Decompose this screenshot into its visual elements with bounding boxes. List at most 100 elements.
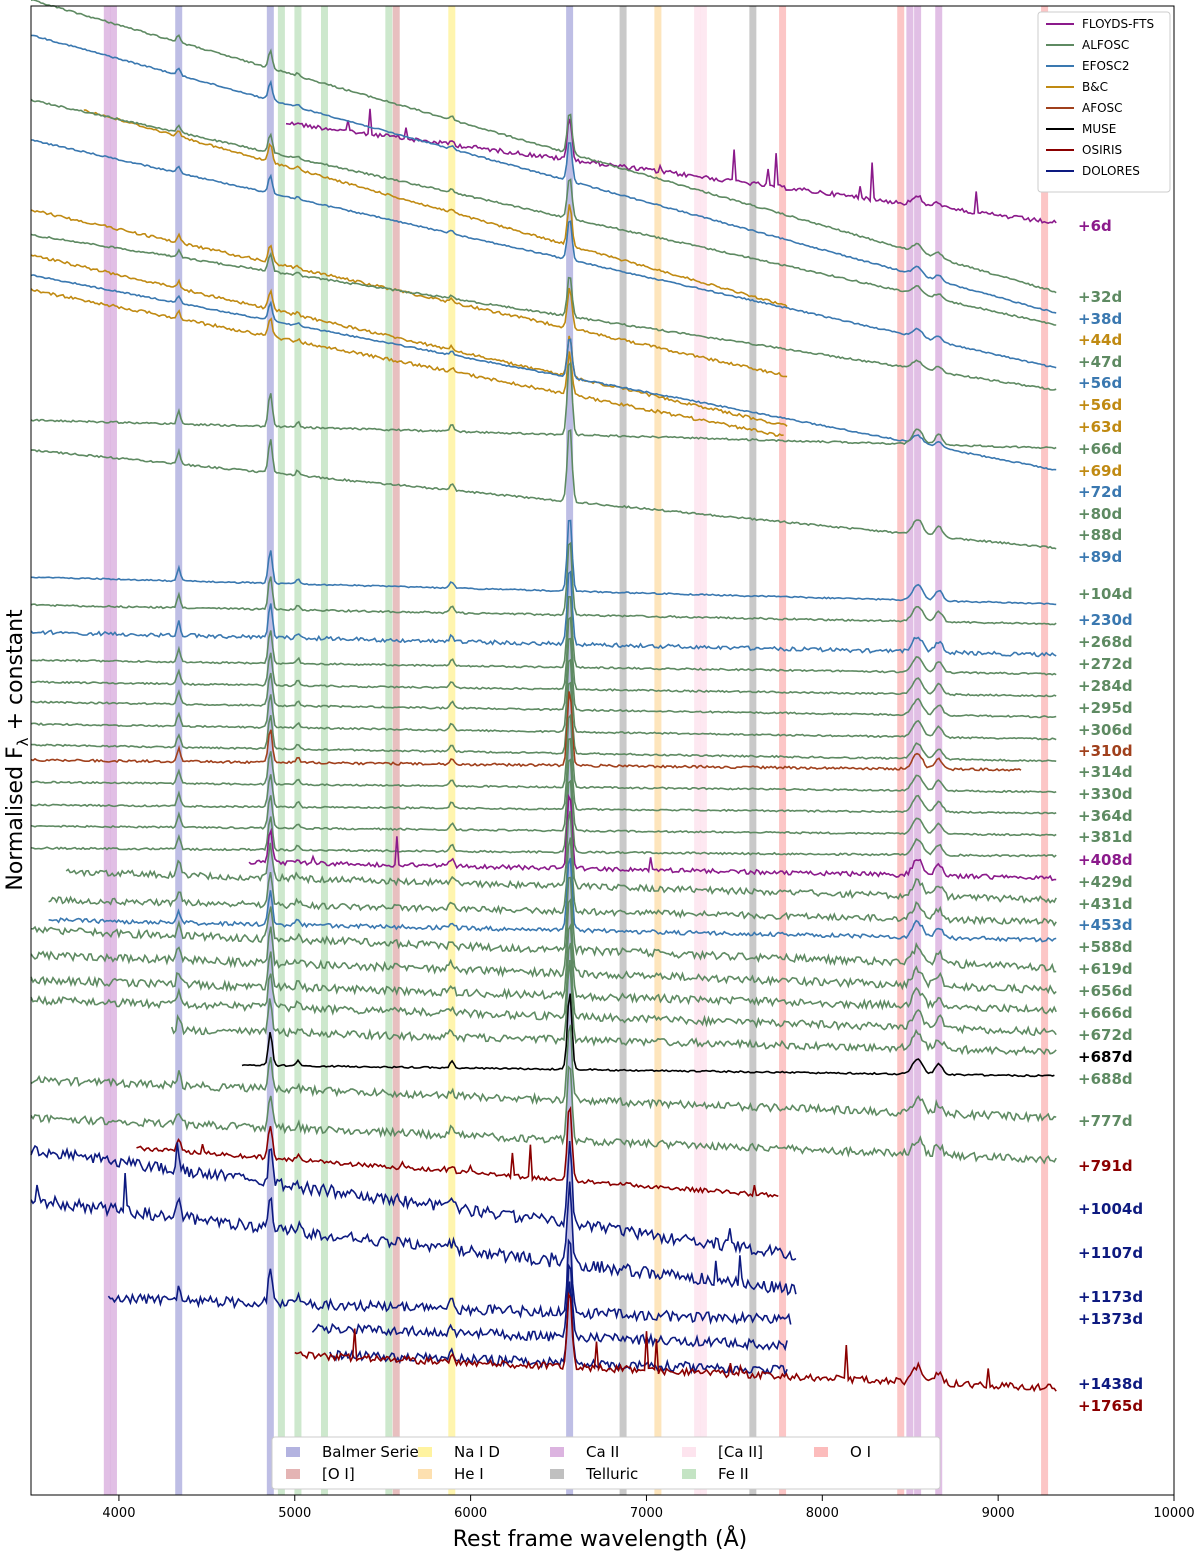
line-band-balmer-series [566,6,574,1495]
spectrum-line [30,1141,797,1261]
epoch-label: +66d [1078,440,1122,458]
spectrum-line [30,541,1057,626]
x-tick-label: 10000 [1153,1506,1194,1521]
spectrum-line [30,691,1022,772]
epoch-label: +453d [1078,916,1133,934]
spectrum-line [107,1238,792,1326]
epoch-label: +56d [1078,374,1122,392]
legend-entry: OSIRIS [1082,143,1122,157]
epoch-label: +330d [1078,785,1133,803]
epoch-label: +688d [1078,1070,1133,1088]
epoch-label: +666d [1078,1004,1133,1022]
line-band-fe-ii [320,6,328,1495]
epoch-label: +284d [1078,677,1133,695]
band-legend-swatch [286,1469,300,1479]
epoch-label: +314d [1078,763,1133,781]
spectrum-line [30,637,1057,719]
line-band-o-i [779,6,787,1495]
y-axis-label-main: Normalised F [3,746,28,890]
epoch-label: +47d [1078,353,1122,371]
band-legend-entry: Ca II [586,1443,619,1461]
line-band-ca-ii [109,6,117,1495]
band-legend-swatch [814,1447,828,1457]
line-band-ca-ii [906,6,914,1495]
epoch-label: +38d [1078,310,1122,328]
legend-entry: B&C [1082,80,1108,94]
spectrum-line [30,1065,1057,1165]
line-band-he-i [654,6,662,1495]
band-legend-swatch [286,1447,300,1457]
spectrum-line [30,254,788,427]
spectrum-line [311,1263,788,1352]
band-legend-entry: O I [850,1443,871,1461]
spectrum-line [30,658,1057,741]
epoch-label: +687d [1078,1048,1133,1066]
line-band-ca-ii [103,6,111,1495]
line-band-ca-ii [914,6,922,1495]
spectrum-line [30,922,1057,1015]
x-axis-label: Rest frame wavelength (Å) [453,1525,748,1552]
epoch-label: +80d [1078,505,1122,523]
epoch-label: +63d [1078,418,1122,436]
epoch-label: +1765d [1078,1397,1143,1415]
spectrum-line [48,857,1057,943]
epoch-label: +56d [1078,396,1122,414]
line-band-na-i-d [448,6,456,1495]
band-legend-entry: Na I D [454,1443,500,1461]
spectrum-line [30,681,1057,763]
y-axis-label: Normalised Fλ + constant [3,609,32,891]
band-legend-entry: Fe II [718,1465,749,1483]
line-band--ca-ii- [699,6,707,1495]
line-band-ca-ii [935,6,943,1495]
epoch-labels: +6d +32d +38d +44d +47d +56d +56d +63d +66d +69d +… [1078,217,1143,1415]
spectrum-line [294,1291,1057,1393]
spectrum-line [30,615,1057,698]
epoch-label: +408d [1078,851,1133,869]
spectrum-line [30,897,1057,995]
x-tick-label: 6000 [454,1506,487,1521]
line-band-o-i [897,6,905,1495]
line-band-legend: Balmer Series Na I D Ca II [Ca II] O I [O I] H… [271,1436,941,1490]
epoch-label: +1004d [1078,1200,1143,1218]
spectrum-line [30,34,1057,314]
legend-entry: AFOSC [1082,101,1123,115]
band-legend-swatch [682,1447,696,1457]
epoch-label: +1107d [1078,1244,1143,1262]
spectrum-line [83,109,788,308]
epoch-label: +672d [1078,1026,1133,1044]
spectrum-line [30,0,1057,294]
spectrum-line [65,810,1057,904]
legend-entry: FLOYDS-FTS [1082,17,1154,31]
spectrum-line [248,793,1057,882]
legend-entry: DOLORES [1082,164,1140,178]
spectrum-line [170,960,1057,1057]
epoch-label: +104d [1078,585,1133,603]
epoch-label: +588d [1078,938,1133,956]
x-tick-label: 7000 [630,1506,663,1521]
band-legend-swatch [682,1469,696,1479]
epoch-label: +791d [1078,1157,1133,1175]
epoch-label: +69d [1078,462,1122,480]
epoch-label: +272d [1078,655,1133,673]
legend-entry: ALFOSC [1082,38,1129,52]
legend-entry: EFOSC2 [1082,59,1130,73]
line-band-o-i [1041,6,1049,1495]
spectrum-line [31,519,1057,606]
spectrum-line [30,757,1057,837]
spectrum-line [30,713,1057,794]
x-axis: 4000 5000 6000 7000 8000 9000 10000 [102,1495,1195,1521]
spectrum-line [31,876,1057,973]
epoch-label: +32d [1078,288,1122,306]
epoch-label: +1373d [1078,1310,1143,1328]
line-band--ca-ii- [694,6,702,1495]
y-axis-label-suffix: + constant [3,609,28,737]
spectrum-line [30,98,1057,326]
band-legend-swatch [418,1447,432,1457]
band-legend-entry: Balmer Series [322,1443,427,1461]
spectrum-line [30,274,1057,471]
line-band-telluric [619,6,627,1495]
spectrum-line [48,837,1057,927]
epoch-label: +431d [1078,895,1133,913]
